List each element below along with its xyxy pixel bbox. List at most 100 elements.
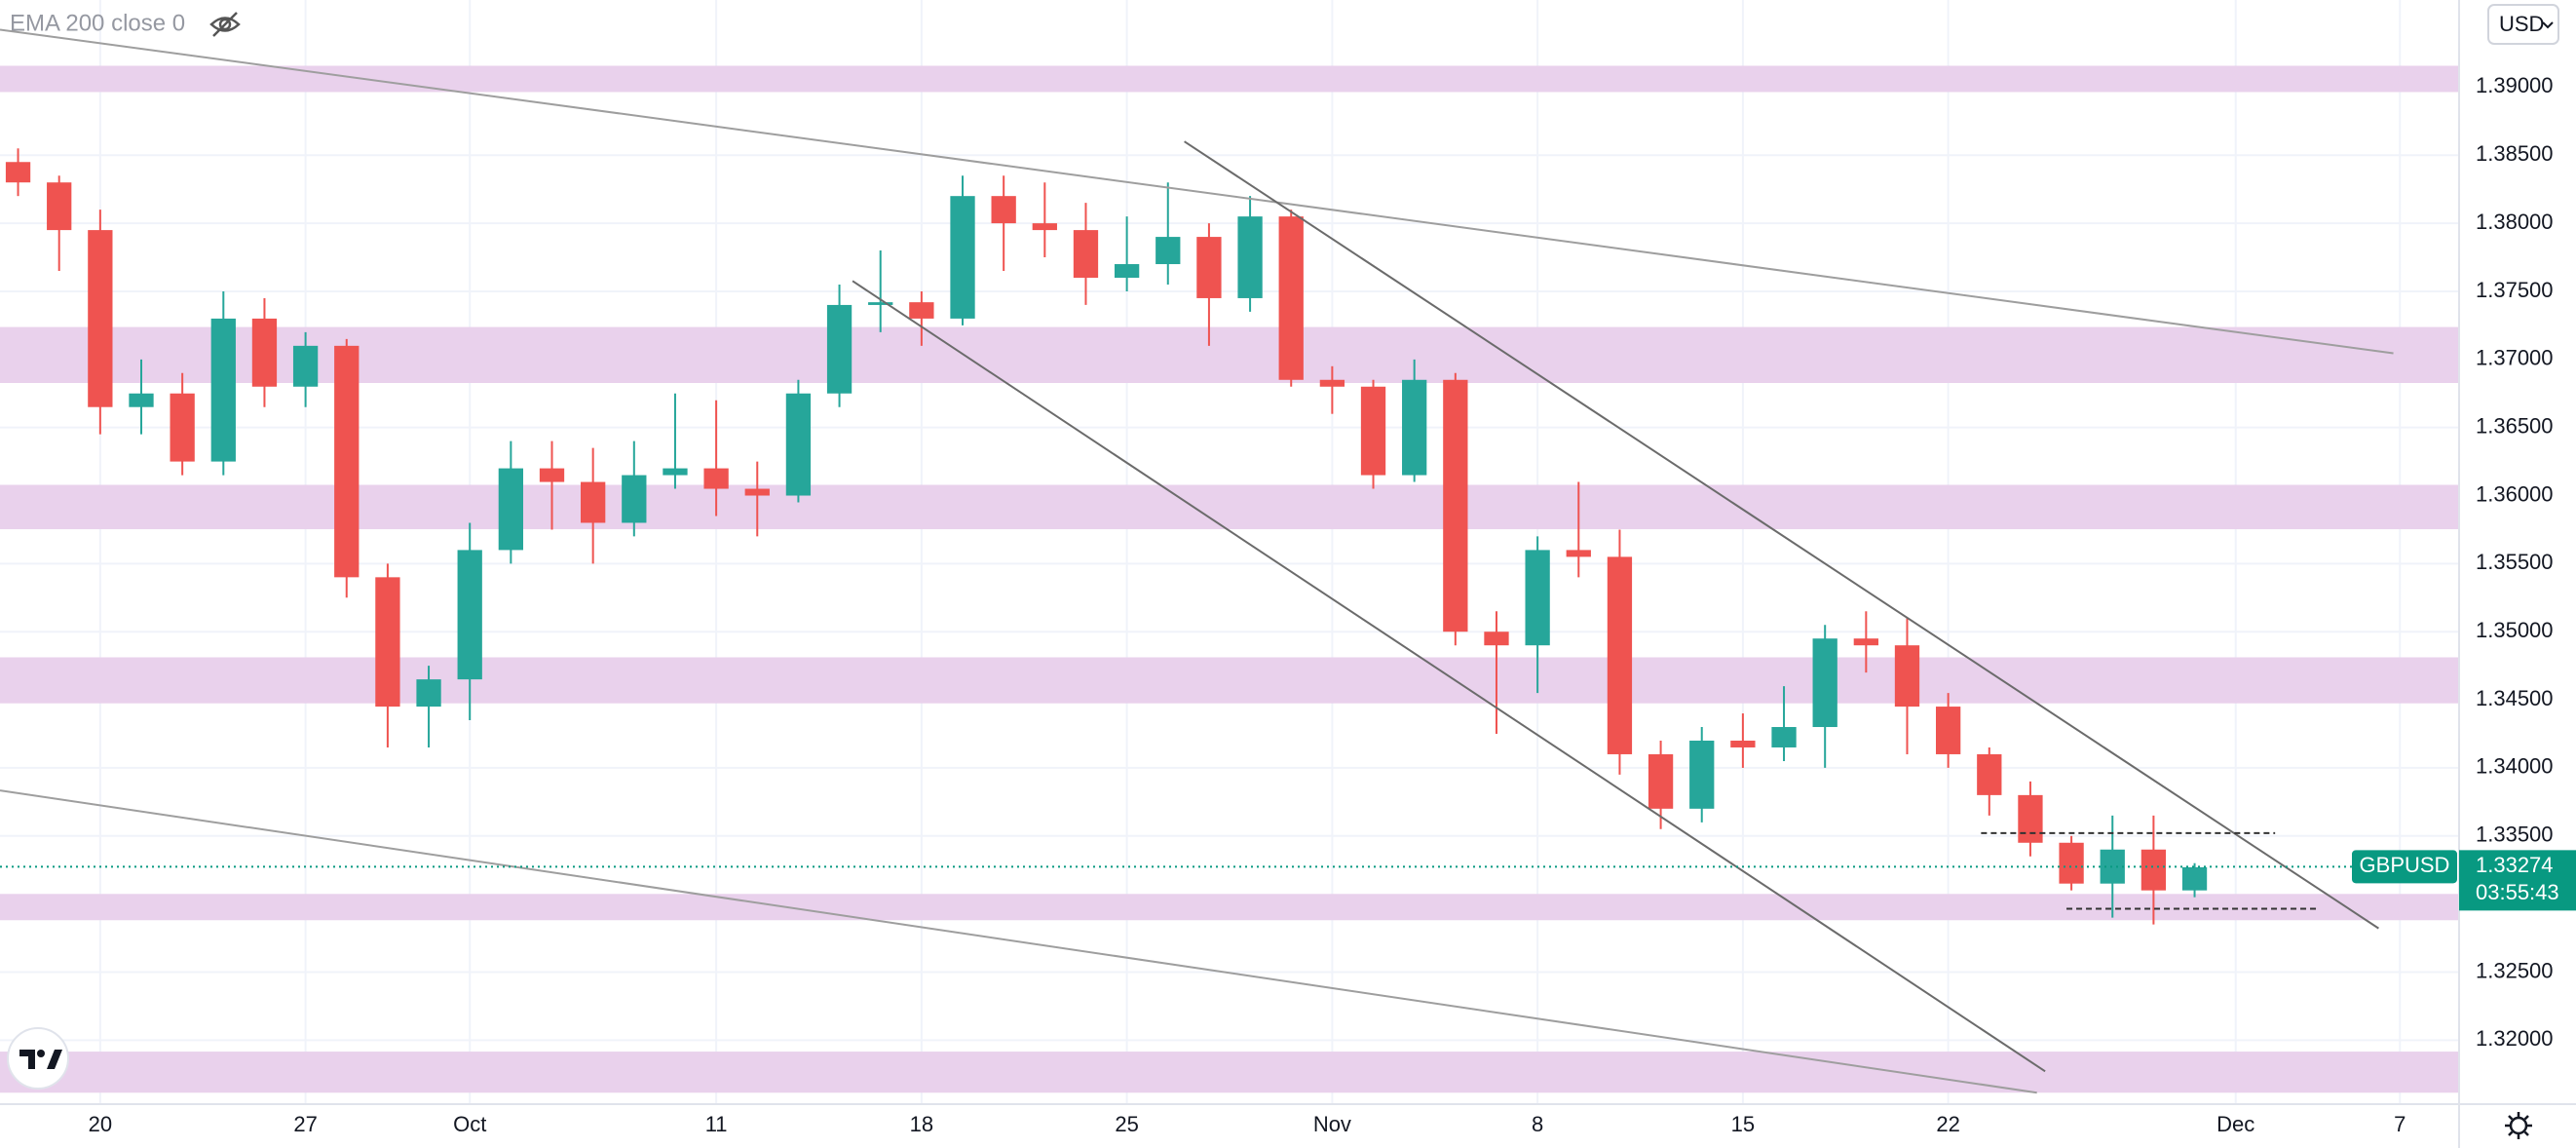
- candle-body: [1155, 237, 1181, 265]
- last-price-label: 1.33274: [2476, 853, 2554, 877]
- candle-body: [170, 393, 195, 462]
- candle-body: [663, 468, 688, 476]
- candle-body: [2140, 849, 2167, 891]
- candle-body: [1977, 753, 2002, 795]
- candle-body: [785, 393, 812, 496]
- x-tick-label: 15: [1731, 1112, 1755, 1136]
- candle-body: [334, 345, 360, 578]
- candle-body: [1730, 740, 1756, 747]
- zone: [0, 484, 2459, 530]
- candle-body: [909, 302, 934, 319]
- price-box: [2459, 850, 2576, 911]
- y-tick-label: 1.33500: [2476, 823, 2554, 847]
- y-tick-label: 1.32000: [2476, 1026, 2554, 1051]
- zone: [0, 657, 2459, 704]
- candle-body: [1607, 556, 1633, 754]
- x-tick-label: 8: [1532, 1112, 1543, 1136]
- y-tick-label: 1.38000: [2476, 210, 2554, 234]
- candle-body: [129, 393, 154, 407]
- settings-icon[interactable]: [2505, 1112, 2532, 1139]
- candle-body: [47, 182, 72, 231]
- x-tick-label: Oct: [453, 1112, 486, 1136]
- hide-icon[interactable]: [209, 12, 241, 37]
- candle-body: [539, 468, 565, 482]
- trendline: [852, 280, 2046, 1073]
- x-tick-label: 27: [293, 1112, 317, 1136]
- candle-body: [1771, 727, 1797, 747]
- candle-body: [991, 196, 1016, 224]
- candle-body: [1566, 550, 1591, 557]
- x-tick-label: Nov: [1313, 1112, 1351, 1136]
- candle-body: [1319, 379, 1345, 387]
- symbol-box: [2352, 850, 2457, 884]
- y-tick-label: 1.37000: [2476, 346, 2554, 370]
- trendline: [0, 28, 2394, 355]
- trendline: [0, 789, 2037, 1094]
- candle-body: [1689, 740, 1715, 809]
- candle-body: [1484, 631, 1509, 646]
- candle-body: [1935, 707, 1961, 754]
- candle-body: [1812, 638, 1837, 728]
- y-tick-label: 1.38500: [2476, 141, 2554, 166]
- candle-body: [1196, 237, 1222, 298]
- candle-body: [1360, 386, 1386, 476]
- y-tick-label: 1.36000: [2476, 481, 2554, 506]
- candle-body: [375, 577, 400, 708]
- candle-body: [1402, 379, 1427, 476]
- zones: [0, 65, 2459, 1093]
- y-tick-label: 1.35500: [2476, 550, 2554, 574]
- overlay: GBPUSD 1.33274 03:55:43: [0, 850, 2576, 911]
- candle-body: [292, 345, 319, 387]
- candle-body: [868, 302, 893, 305]
- symbol-label: GBPUSD: [2360, 853, 2450, 877]
- currency-caret: [2542, 21, 2554, 29]
- candle-body: [1894, 645, 1920, 708]
- y-tick-label: 1.39000: [2476, 73, 2554, 97]
- x-tick-label: 20: [89, 1112, 112, 1136]
- candle-body: [88, 230, 113, 407]
- x-tick-label: 22: [1936, 1112, 1959, 1136]
- candle-body: [2018, 794, 2043, 843]
- candle-body: [703, 468, 729, 489]
- countdown-label: 03:55:43: [2476, 880, 2559, 904]
- candle-body: [416, 679, 441, 708]
- y-tick-label: 1.36500: [2476, 413, 2554, 438]
- currency-button[interactable]: [2487, 4, 2559, 45]
- candle-body: [1237, 216, 1263, 298]
- candle-body: [1853, 638, 1878, 646]
- candle-body: [622, 475, 647, 523]
- zone: [0, 1052, 2459, 1093]
- candle-body: [1525, 550, 1550, 646]
- candle-body: [744, 488, 770, 496]
- candle-body: [457, 550, 482, 680]
- x-tick-label: 7: [2394, 1112, 2406, 1136]
- candle-body: [1032, 223, 1057, 231]
- currency-label[interactable]: USD: [2499, 12, 2544, 36]
- candle-body: [5, 162, 31, 183]
- x-tick-label: 18: [910, 1112, 933, 1136]
- candle-body: [1278, 216, 1304, 380]
- candle-body: [581, 481, 606, 523]
- zone: [0, 65, 2459, 93]
- candle-body: [2100, 849, 2125, 884]
- candle-body: [826, 304, 852, 394]
- candle-body: [1114, 264, 1140, 278]
- y-tick-label: 1.34000: [2476, 754, 2554, 779]
- candle-body: [950, 196, 975, 319]
- trendlines: [0, 28, 2394, 1094]
- indicator-label[interactable]: EMA 200 close 0: [10, 10, 185, 36]
- x-tick-label: 25: [1115, 1112, 1138, 1136]
- candle-body: [251, 318, 278, 387]
- candle-body: [498, 468, 524, 551]
- candles: [5, 148, 2208, 925]
- y-tick-label: 1.35000: [2476, 618, 2554, 642]
- zone: [0, 326, 2459, 383]
- candle-body: [2059, 842, 2084, 884]
- y-tick-label: 1.37500: [2476, 278, 2554, 302]
- zone: [0, 894, 2459, 921]
- candle-body: [210, 318, 236, 462]
- candle-body: [1648, 753, 1674, 809]
- tradingview-logo[interactable]: [7, 1027, 69, 1090]
- x-tick-label: Dec: [2216, 1112, 2254, 1136]
